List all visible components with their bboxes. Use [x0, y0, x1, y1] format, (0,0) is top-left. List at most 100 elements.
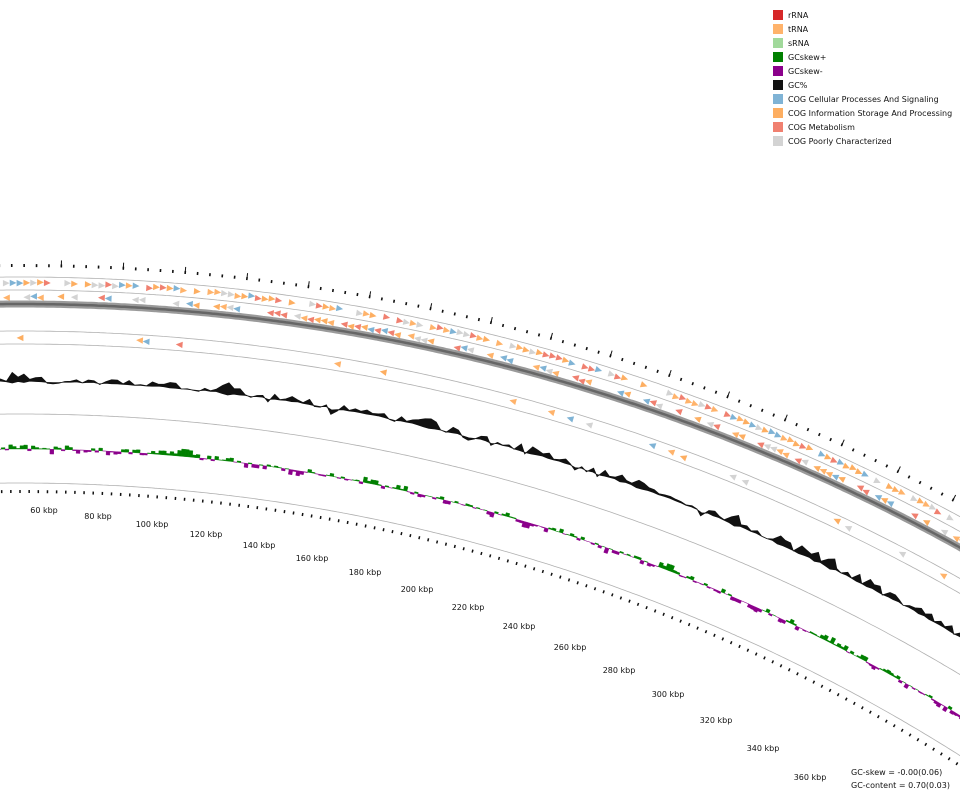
gc-skew-negative-bar [84, 450, 88, 452]
gene-feature [221, 290, 228, 296]
gc-skew-negative-bar [700, 583, 704, 585]
gene-feature [588, 365, 595, 371]
inner-tick [747, 649, 748, 652]
gc-skew-positive-bar [177, 450, 181, 456]
gene-feature [3, 294, 10, 300]
inner-tick [586, 584, 587, 587]
inner-tick [410, 534, 411, 537]
gc-skew-positive-bar [326, 475, 330, 476]
gc-skew-positive-bar [147, 453, 151, 454]
gc-skew-negative-bar [922, 693, 926, 696]
gene-feature [374, 328, 381, 334]
gene-feature [172, 301, 179, 307]
tick-label: 220 kbp [452, 603, 485, 612]
gene-feature [742, 480, 750, 486]
gene-feature [57, 293, 64, 299]
outer-tick [864, 454, 865, 457]
gene-feature [3, 280, 10, 286]
gc-skew-positive-bar [31, 446, 35, 449]
inner-tick [689, 623, 690, 626]
gc-skew-positive-bar [39, 449, 43, 450]
gc-skew-negative-bar [846, 651, 850, 653]
gene-feature [321, 318, 328, 324]
gene-feature [922, 501, 930, 507]
gene-feature [136, 337, 143, 343]
gene-feature [649, 443, 656, 449]
gene-feature [567, 416, 574, 422]
gene-feature [329, 305, 336, 311]
gene-feature [711, 406, 718, 412]
gene-feature [427, 339, 434, 345]
gc-skew-positive-bar [13, 447, 17, 450]
legend-item: sRNA [773, 36, 952, 50]
outer-tick [739, 400, 740, 403]
gc-skew-positive-bar [43, 448, 47, 449]
gc-skew-negative-bar [95, 451, 99, 453]
gc-skew-positive-bar [484, 510, 488, 511]
gc-skew-positive-bar [513, 517, 517, 519]
gc-skew-negative-bar [144, 453, 148, 455]
gc-skew-positive-bar [16, 448, 20, 449]
gene-feature [227, 305, 234, 311]
backbone-line [0, 304, 960, 635]
gc-skew-negative-bar [866, 662, 870, 665]
gc-skew-positive-bar [853, 655, 856, 657]
gene-feature [280, 312, 287, 318]
gene-feature [387, 330, 394, 336]
gc-skew-negative-bar [745, 602, 749, 604]
gene-feature [539, 366, 546, 372]
gene-feature [408, 333, 415, 339]
legend-label: COG Cellular Processes And Signaling [788, 95, 939, 104]
gene-feature [845, 526, 853, 532]
gene-feature [548, 410, 555, 416]
gene-feature [380, 370, 387, 376]
inner-tick [525, 565, 526, 568]
gene-feature [132, 297, 139, 303]
gc-skew-negative-bar [458, 503, 462, 504]
gc-skew-positive-bar [548, 528, 552, 530]
outer-major-tick [369, 291, 370, 298]
gene-feature [213, 304, 220, 310]
gc-skew-negative-bar [417, 494, 421, 497]
inner-tick [347, 521, 348, 524]
gc-skew-positive-bar [425, 495, 429, 496]
gc-skew-positive-bar [830, 637, 836, 644]
gc-skew-negative-bar [296, 471, 301, 477]
gc-skew-negative-bar [244, 463, 248, 468]
gc-skew-positive-bar [728, 594, 732, 597]
gene-feature [509, 399, 516, 405]
gc-skew-negative-bar [293, 470, 297, 472]
gc-skew-positive-bar [896, 675, 901, 679]
gc-skew-positive-bar [218, 460, 222, 461]
gc-skew-negative-bar [288, 469, 293, 475]
inner-tick [629, 600, 630, 603]
legend-item: COG Cellular Processes And Signaling [773, 92, 952, 106]
gc-skew-negative-bar [541, 527, 545, 529]
gc-skew-negative-bar [591, 543, 595, 546]
inner-tick [854, 702, 855, 705]
gene-feature [581, 363, 588, 369]
gc-skew-positive-bar [248, 463, 252, 464]
inner-tick [542, 570, 543, 573]
gene-feature [467, 347, 474, 353]
gene-feature [23, 294, 30, 300]
legend-swatch [773, 24, 783, 34]
gene-feature [228, 291, 235, 297]
gc-skew-negative-bar [300, 471, 304, 475]
legend-item: GC% [773, 78, 952, 92]
legend-item: GCskew- [773, 64, 952, 78]
gene-feature [461, 345, 468, 351]
inner-tick [365, 525, 366, 528]
inner-tick [878, 715, 879, 718]
inner-tick [374, 526, 375, 529]
inner-tick [764, 657, 765, 660]
gc-skew-negative-bar [315, 474, 319, 475]
gene-feature [37, 294, 44, 300]
tick-label: 140 kbp [243, 541, 276, 550]
gc-skew-negative-bar [211, 459, 215, 461]
gc-skew-positive-bar [159, 451, 163, 455]
gc-skew-positive-bar [595, 543, 599, 545]
gene-feature [23, 280, 30, 286]
inner-tick [780, 664, 781, 667]
